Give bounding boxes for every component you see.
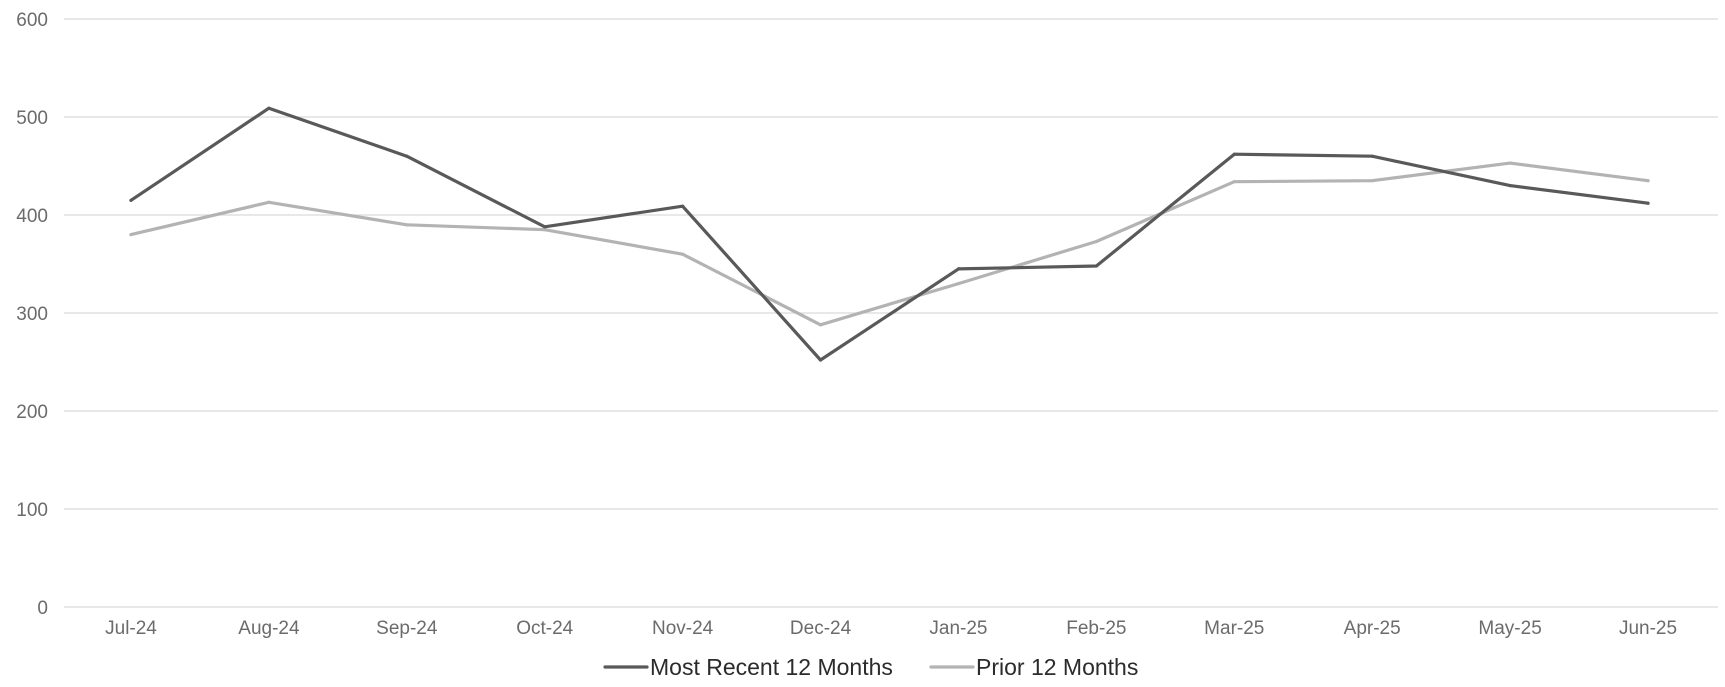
data-point (1094, 239, 1098, 244)
y-tick-label: 500 (16, 108, 48, 129)
data-point (267, 106, 271, 110)
data-point (405, 223, 409, 227)
x-tick-label: Oct-24 (516, 618, 573, 639)
x-tick-label: Jun-25 (1619, 618, 1677, 639)
legend-label-most-recent: Most Recent 12 Months (650, 654, 893, 680)
data-point (129, 233, 133, 237)
data-point (956, 267, 961, 271)
x-tick-label: Jul-24 (105, 618, 157, 639)
data-point (1646, 179, 1650, 183)
x-tick-label: Feb-25 (1066, 618, 1126, 639)
y-tick-label: 300 (16, 304, 48, 325)
data-point (543, 228, 547, 232)
data-point (1508, 161, 1512, 165)
series-line-most-recent (129, 106, 1650, 362)
x-tick-label: Jan-25 (929, 618, 987, 639)
data-point (405, 154, 409, 158)
data-point (1508, 184, 1512, 188)
x-axis-tick-labels: Jul-24 Aug-24 Sep-24 Oct-24 Nov-24 Dec-24 Jan-… (105, 618, 1677, 639)
x-tick-label: Aug-24 (238, 618, 300, 639)
data-point (1232, 180, 1236, 184)
data-point (1370, 179, 1374, 183)
data-point (129, 198, 133, 202)
data-point (1646, 201, 1650, 205)
y-tick-label: 100 (16, 500, 48, 521)
data-point (1370, 154, 1374, 158)
x-tick-label: Sep-24 (376, 618, 438, 639)
x-tick-label: Nov-24 (652, 618, 714, 639)
data-point (818, 323, 823, 327)
data-point (267, 200, 271, 204)
series-lines (129, 106, 1650, 362)
x-tick-label: Mar-25 (1204, 618, 1264, 639)
series-line-prior (129, 161, 1650, 327)
x-tick-label: Dec-24 (790, 618, 852, 639)
data-point (681, 252, 685, 256)
data-point (1232, 152, 1236, 156)
y-tick-label: 200 (16, 402, 48, 423)
x-tick-label: May-25 (1478, 618, 1541, 639)
data-point (681, 204, 685, 208)
y-tick-label: 600 (16, 10, 48, 31)
legend-label-prior: Prior 12 Months (976, 654, 1138, 680)
data-point (818, 358, 823, 362)
data-point (543, 225, 547, 229)
y-axis-tick-labels: 0 100 200 300 400 500 600 (16, 10, 48, 619)
data-point (956, 282, 961, 286)
y-tick-label: 400 (16, 206, 48, 227)
x-tick-label: Apr-25 (1344, 618, 1401, 639)
legend: Most Recent 12 Months Prior 12 Months (603, 654, 1138, 680)
y-tick-label: 0 (37, 598, 48, 619)
data-point (1094, 264, 1098, 268)
